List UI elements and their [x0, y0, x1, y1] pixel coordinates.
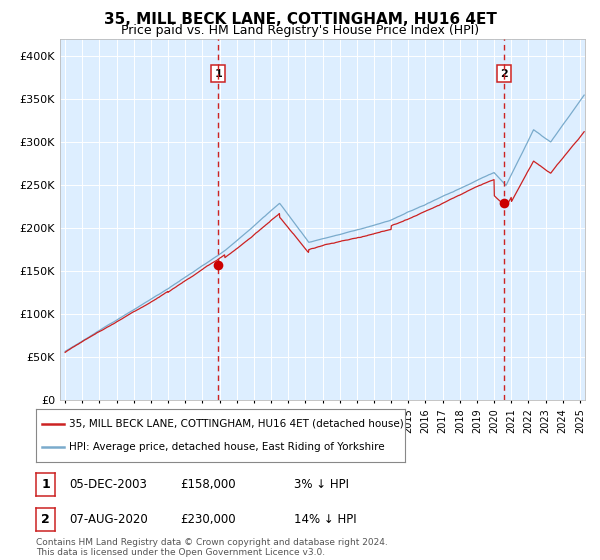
Text: 2: 2: [41, 513, 50, 526]
Text: Contains HM Land Registry data © Crown copyright and database right 2024.
This d: Contains HM Land Registry data © Crown c…: [36, 538, 388, 557]
Text: 35, MILL BECK LANE, COTTINGHAM, HU16 4ET (detached house): 35, MILL BECK LANE, COTTINGHAM, HU16 4ET…: [69, 419, 404, 429]
Text: 1: 1: [41, 478, 50, 491]
Text: £230,000: £230,000: [180, 513, 236, 526]
Text: HPI: Average price, detached house, East Riding of Yorkshire: HPI: Average price, detached house, East…: [69, 442, 385, 452]
Text: £158,000: £158,000: [180, 478, 236, 491]
Text: 1: 1: [214, 68, 222, 78]
Text: 14% ↓ HPI: 14% ↓ HPI: [294, 513, 356, 526]
Text: 07-AUG-2020: 07-AUG-2020: [69, 513, 148, 526]
Text: Price paid vs. HM Land Registry's House Price Index (HPI): Price paid vs. HM Land Registry's House …: [121, 24, 479, 36]
Text: 05-DEC-2003: 05-DEC-2003: [69, 478, 147, 491]
Text: 35, MILL BECK LANE, COTTINGHAM, HU16 4ET: 35, MILL BECK LANE, COTTINGHAM, HU16 4ET: [104, 12, 496, 27]
Text: 3% ↓ HPI: 3% ↓ HPI: [294, 478, 349, 491]
Text: 2: 2: [500, 68, 508, 78]
